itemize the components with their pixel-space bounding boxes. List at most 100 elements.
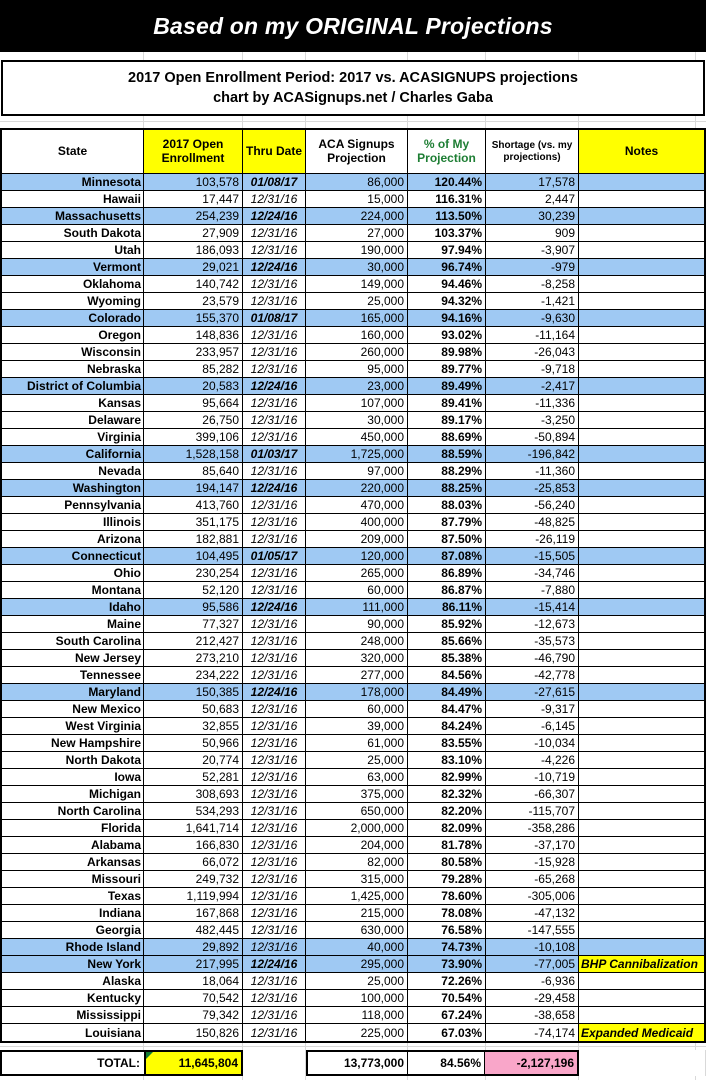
cell-note[interactable] [579,820,704,836]
cell-note[interactable] [579,446,704,462]
cell-thru-date[interactable]: 12/31/16 [243,616,306,632]
cell-projection[interactable]: 82,000 [306,854,408,870]
cell-shortage[interactable]: -1,421 [486,293,579,309]
cell-shortage[interactable]: -38,658 [486,1007,579,1023]
cell-projection[interactable]: 160,000 [306,327,408,343]
cell-shortage[interactable]: -35,573 [486,633,579,649]
cell-enrollment[interactable]: 85,282 [144,361,243,377]
cell-note[interactable] [579,429,704,445]
cell-enrollment[interactable]: 1,528,158 [144,446,243,462]
cell-shortage[interactable]: -25,853 [486,480,579,496]
cell-pct[interactable]: 87.08% [408,548,486,564]
cell-pct[interactable]: 89.49% [408,378,486,394]
cell-projection[interactable]: 111,000 [306,599,408,615]
cell-shortage[interactable]: -115,707 [486,803,579,819]
cell-pct[interactable]: 87.50% [408,531,486,547]
cell-thru-date[interactable]: 12/31/16 [243,803,306,819]
cell-note[interactable] [579,480,704,496]
cell-note[interactable] [579,837,704,853]
cell-thru-date[interactable]: 12/24/16 [243,956,306,972]
cell-shortage[interactable]: -34,746 [486,565,579,581]
cell-note[interactable] [579,548,704,564]
cell-enrollment[interactable]: 70,542 [144,990,243,1006]
cell-note[interactable] [579,735,704,751]
cell-state[interactable]: Oregon [2,327,144,343]
cell-enrollment[interactable]: 186,093 [144,242,243,258]
cell-shortage[interactable]: -358,286 [486,820,579,836]
cell-shortage[interactable]: -979 [486,259,579,275]
header-state[interactable]: State [2,130,144,173]
cell-thru-date[interactable]: 12/31/16 [243,412,306,428]
cell-thru-date[interactable]: 12/31/16 [243,922,306,938]
cell-enrollment[interactable]: 52,120 [144,582,243,598]
cell-pct[interactable]: 78.08% [408,905,486,921]
cell-shortage[interactable]: -15,505 [486,548,579,564]
cell-state[interactable]: New Mexico [2,701,144,717]
cell-note[interactable] [579,1007,704,1023]
cell-state[interactable]: Wyoming [2,293,144,309]
cell-thru-date[interactable]: 12/31/16 [243,395,306,411]
cell-pct[interactable]: 80.58% [408,854,486,870]
cell-note[interactable] [579,599,704,615]
cell-enrollment[interactable]: 52,281 [144,769,243,785]
cell-state[interactable]: Pennsylvania [2,497,144,513]
cell-enrollment[interactable]: 150,826 [144,1024,243,1041]
cell-shortage[interactable]: -3,250 [486,412,579,428]
cell-thru-date[interactable]: 12/31/16 [243,463,306,479]
cell-pct[interactable]: 116.31% [408,191,486,207]
cell-enrollment[interactable]: 194,147 [144,480,243,496]
cell-enrollment[interactable]: 23,579 [144,293,243,309]
cell-projection[interactable]: 315,000 [306,871,408,887]
cell-projection[interactable]: 100,000 [306,990,408,1006]
cell-shortage[interactable]: -2,417 [486,378,579,394]
cell-state[interactable]: West Virginia [2,718,144,734]
cell-shortage[interactable]: -11,164 [486,327,579,343]
cell-thru-date[interactable]: 12/31/16 [243,701,306,717]
cell-enrollment[interactable]: 230,254 [144,565,243,581]
cell-projection[interactable]: 375,000 [306,786,408,802]
cell-projection[interactable]: 2,000,000 [306,820,408,836]
cell-enrollment[interactable]: 20,774 [144,752,243,768]
cell-enrollment[interactable]: 27,909 [144,225,243,241]
cell-projection[interactable]: 220,000 [306,480,408,496]
cell-projection[interactable]: 27,000 [306,225,408,241]
cell-state[interactable]: Virginia [2,429,144,445]
cell-projection[interactable]: 30,000 [306,259,408,275]
cell-state[interactable]: Washington [2,480,144,496]
cell-enrollment[interactable]: 534,293 [144,803,243,819]
cell-enrollment[interactable]: 79,342 [144,1007,243,1023]
cell-thru-date[interactable]: 12/31/16 [243,752,306,768]
cell-projection[interactable]: 224,000 [306,208,408,224]
cell-thru-date[interactable]: 12/31/16 [243,531,306,547]
cell-projection[interactable]: 40,000 [306,939,408,955]
cell-note[interactable] [579,888,704,904]
cell-enrollment[interactable]: 77,327 [144,616,243,632]
cell-pct[interactable]: 84.56% [408,667,486,683]
cell-note[interactable] [579,854,704,870]
cell-state[interactable]: Tennessee [2,667,144,683]
cell-pct[interactable]: 82.09% [408,820,486,836]
cell-pct[interactable]: 86.89% [408,565,486,581]
cell-note[interactable] [579,531,704,547]
cell-shortage[interactable]: 30,239 [486,208,579,224]
cell-state[interactable]: Massachusetts [2,208,144,224]
total-pct[interactable]: 84.56% [408,1052,485,1074]
cell-thru-date[interactable]: 12/31/16 [243,837,306,853]
cell-thru-date[interactable]: 12/31/16 [243,582,306,598]
cell-enrollment[interactable]: 399,106 [144,429,243,445]
cell-shortage[interactable]: -7,880 [486,582,579,598]
cell-state[interactable]: Nevada [2,463,144,479]
cell-shortage[interactable]: -37,170 [486,837,579,853]
cell-note[interactable] [579,276,704,292]
cell-note[interactable] [579,174,704,190]
cell-projection[interactable]: 178,000 [306,684,408,700]
cell-thru-date[interactable]: 12/31/16 [243,667,306,683]
cell-note[interactable] [579,395,704,411]
cell-note[interactable] [579,225,704,241]
cell-thru-date[interactable]: 12/31/16 [243,242,306,258]
cell-note[interactable] [579,242,704,258]
cell-enrollment[interactable]: 50,966 [144,735,243,751]
cell-note[interactable] [579,701,704,717]
cell-projection[interactable]: 209,000 [306,531,408,547]
cell-pct[interactable]: 76.58% [408,922,486,938]
